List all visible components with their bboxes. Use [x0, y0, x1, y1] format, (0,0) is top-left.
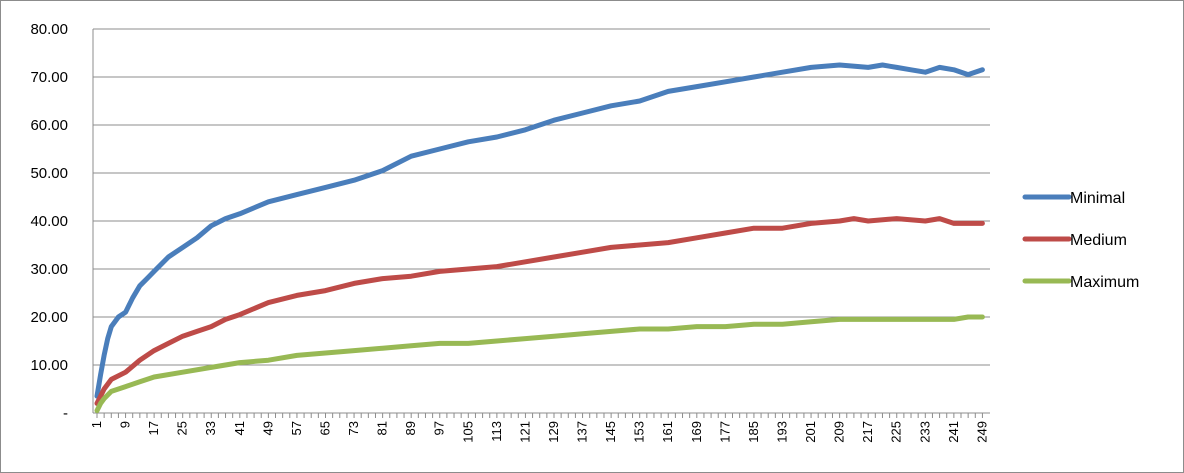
x-tick-label: 177: [717, 421, 732, 443]
legend: Minimal Medium Maximum: [1022, 190, 1139, 291]
x-tick-label: 129: [546, 421, 561, 443]
x-tick-label: 241: [946, 421, 961, 443]
x-tick-label: 225: [889, 421, 904, 443]
x-tick-label: 121: [517, 421, 532, 443]
legend-label-minimal: Minimal: [1070, 190, 1125, 207]
x-tick-label: 65: [317, 421, 332, 435]
x-tick-label: 49: [260, 421, 275, 435]
x-tick-label: 209: [832, 421, 847, 443]
x-tick-label: 249: [974, 421, 989, 443]
x-tick-label: 89: [403, 421, 418, 435]
series-line-medium: [94, 216, 985, 406]
x-tick-label: 201: [803, 421, 818, 443]
gridlines: [93, 28, 990, 366]
x-tick-label: 145: [603, 421, 618, 443]
x-tick-label: 153: [632, 421, 647, 443]
y-tick-label: 50.00: [30, 165, 68, 182]
y-tick-label: 20.00: [30, 309, 68, 326]
x-tick-label: 113: [489, 421, 504, 442]
series-line-minimal: [94, 62, 985, 399]
x-axis-tick-labels: 1 9 17 25 33 41 49 57 65 73 81 89 97 105 113 121 129 137 1…: [89, 421, 989, 443]
x-tick-label: 105: [460, 421, 475, 443]
y-tick-label: 70.00: [30, 69, 68, 86]
x-tick-label: 81: [375, 421, 390, 435]
x-tick-label: 17: [146, 421, 161, 435]
x-tick-label: 1: [89, 421, 104, 428]
x-tick-label: 233: [917, 421, 932, 443]
x-tick-label: 73: [346, 421, 361, 435]
x-tick-label: 161: [660, 421, 675, 443]
y-tick-label: 40.00: [30, 213, 68, 230]
x-tick-label: 57: [289, 421, 304, 435]
x-tick-label: 217: [860, 421, 875, 443]
x-tick-label: 41: [232, 421, 247, 435]
x-tick-label: 97: [432, 421, 447, 435]
y-tick-label: 80.00: [30, 21, 68, 38]
x-tick-label: 33: [203, 421, 218, 435]
y-tick-label: 60.00: [30, 117, 68, 134]
legend-label-maximum: Maximum: [1070, 274, 1139, 291]
y-tick-label: 10.00: [30, 357, 68, 374]
y-axis-tick-labels: - 10.00 20.00 30.00 40.00 50.00 60.00 70.00 80.0…: [30, 21, 68, 422]
x-tick-label: 185: [746, 421, 761, 443]
series-line-maximum: [94, 314, 985, 414]
series-lines: [94, 62, 985, 414]
y-tick-label: -: [63, 405, 68, 422]
x-tick-label: 169: [689, 421, 704, 443]
x-tick-label: 9: [118, 421, 133, 428]
axes: [92, 29, 990, 418]
y-tick-label: 30.00: [30, 261, 68, 278]
x-tick-label: 137: [575, 421, 590, 443]
legend-label-medium: Medium: [1070, 232, 1127, 249]
x-tick-label: 25: [175, 421, 190, 435]
x-tick-label: 193: [774, 421, 789, 443]
